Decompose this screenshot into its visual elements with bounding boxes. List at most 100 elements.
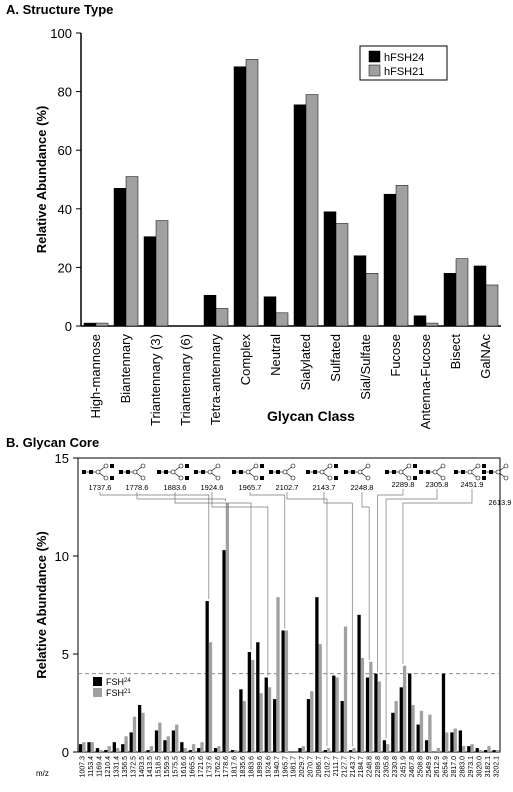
panel-a-category-label: Fucose: [388, 334, 403, 377]
panel-b-mz-label: 1817.6: [232, 756, 239, 778]
glycan-man-symbol: [432, 469, 438, 475]
panel-b-bar: [424, 740, 429, 752]
panel-b-bar: [428, 714, 432, 752]
panel-b-mz-label: 1981.7: [291, 756, 298, 778]
panel-a-bar: [125, 176, 139, 327]
panel-b-bar: [95, 748, 100, 752]
panel-b-mz-label: 1210.4: [105, 756, 112, 778]
glycan-gnc-symbol: [110, 476, 114, 480]
panel-b-leader-line: [377, 489, 404, 672]
panel-b-mz-label: 2127.7: [341, 756, 348, 778]
panel-b-mz-label: 2184.7: [358, 756, 365, 778]
panel-a-bar: [473, 265, 487, 327]
panel-b-mz-label: 3182.1: [485, 756, 492, 778]
panel-a-legend-label: hFSH21: [384, 66, 424, 78]
panel-b-mz-label: 1372.5: [130, 756, 137, 778]
glycan-man-symbol: [170, 469, 176, 475]
glycan-man-symbol: [365, 475, 371, 481]
panel-b-bar: [191, 744, 196, 752]
panel-b-x-axis-title: m/z: [36, 769, 49, 778]
panel-b-leader-line: [136, 492, 227, 502]
glycan-gnc-symbol: [126, 470, 130, 474]
panel-a-category-label: Neutral: [268, 334, 283, 376]
glycan-man-symbol: [475, 475, 481, 481]
panel-b-bar: [458, 730, 463, 752]
panel-a-category-label: Triantennary (3): [148, 334, 163, 426]
panel-b-bar: [386, 744, 390, 752]
glycan-gnc-symbol: [351, 470, 355, 474]
glycan-gnc-symbol: [344, 470, 348, 474]
panel-b-bar: [121, 744, 125, 752]
panel-b-bar: [104, 750, 108, 752]
glycan-man-symbol: [140, 475, 146, 481]
panel-b-bar: [82, 742, 86, 752]
glycan-gnc-symbol: [185, 476, 189, 480]
panel-b-bar: [138, 704, 142, 752]
panel-b-bar: [251, 659, 255, 752]
panel-b-structures: 1737.6 1778.6 1883.6 1924.6 1965.7 2102.7 2143…: [82, 463, 511, 747]
panel-b-bar: [239, 689, 243, 752]
panel-b-mz-label: 2289.8: [375, 756, 382, 778]
panel-b-bar: [247, 652, 252, 752]
panel-b-bar: [234, 750, 238, 752]
panel-b-legend-swatch: [93, 677, 102, 686]
panel-b-bar: [284, 630, 289, 752]
panel-a-bar: [293, 104, 307, 327]
glycan-gnc-symbol: [260, 476, 264, 480]
panel-b-mz-label: 2654.9: [443, 756, 450, 778]
panel-a-bar: [425, 322, 439, 327]
glycan-gnc-symbol: [419, 470, 423, 474]
panel-b-mz-label: 1835.6: [240, 756, 247, 778]
glycan-man-symbol: [365, 463, 371, 469]
panel-a-bar: [263, 296, 277, 327]
glycan-gnc-symbol: [110, 464, 114, 468]
panel-b-bar: [340, 701, 344, 752]
panel-b-mz-label: 1153.4: [88, 756, 95, 777]
glycan-man-symbol: [406, 463, 412, 469]
panel-a-bar: [275, 312, 289, 327]
glycan-gnc-symbol: [413, 476, 417, 480]
panel-b-legend-label: FSH21: [106, 688, 131, 698]
panel-b-bar: [112, 742, 116, 752]
panel-b-legend-superscript: 24: [124, 678, 131, 684]
panel-b-mz-label: 2467.8: [409, 756, 416, 778]
panel-b-bar: [217, 746, 221, 752]
panel-b-bar: [78, 744, 83, 752]
panel-b-bar: [357, 614, 361, 752]
panel-a-bar: [485, 284, 499, 327]
panel-b-mz-label: 1331.4: [113, 756, 120, 778]
panel-b-bar: [484, 750, 488, 752]
panel-b-mz-label: 1356.5: [122, 756, 129, 778]
panel-b-y-tick-label: 15: [55, 451, 69, 466]
panel-b-mz-label: 1721.6: [198, 756, 205, 778]
glycan-man-symbol: [503, 475, 509, 481]
panel-b-bar: [326, 748, 331, 752]
panel-b-mz-label: 3202.1: [493, 756, 500, 778]
panel-b-mz-label: 3020.0: [476, 756, 483, 778]
panel-b-bar: [492, 750, 496, 752]
panel-b-bar: [318, 644, 322, 752]
panel-a-category-label: Biantennary: [118, 334, 133, 404]
panel-b-mz-label: 2817.0: [451, 756, 458, 778]
panel-b-bar: [213, 748, 218, 752]
panel-a-category-label: Bisect: [448, 334, 463, 370]
panel-b-mz-label: 1518.5: [156, 756, 163, 778]
glycan-gnc-symbol: [426, 470, 430, 474]
panel-b-bar: [205, 601, 209, 752]
panel-a-y-tick-label: 20: [58, 260, 72, 275]
glycan-gnc-symbol: [239, 470, 243, 474]
glycan-man-symbol: [495, 469, 501, 475]
panel-a-bar: [353, 255, 367, 327]
panel-b-bar: [462, 746, 466, 752]
glycan-gnc-symbol: [413, 464, 417, 468]
glycan-gnc-symbol: [89, 470, 93, 474]
panel-b-mz-label: 2305.8: [384, 756, 391, 778]
glycan-man-symbol: [95, 469, 101, 475]
panel-b-bar: [408, 673, 412, 752]
glycan-man-symbol: [319, 469, 325, 475]
panel-b-bar: [129, 732, 133, 752]
panel-b-bar: [323, 750, 327, 752]
panel-b-bar: [141, 712, 145, 752]
panel-a-y-tick-label: 60: [58, 143, 72, 158]
panel-a-category-label: Tetra-antennary: [208, 334, 223, 426]
